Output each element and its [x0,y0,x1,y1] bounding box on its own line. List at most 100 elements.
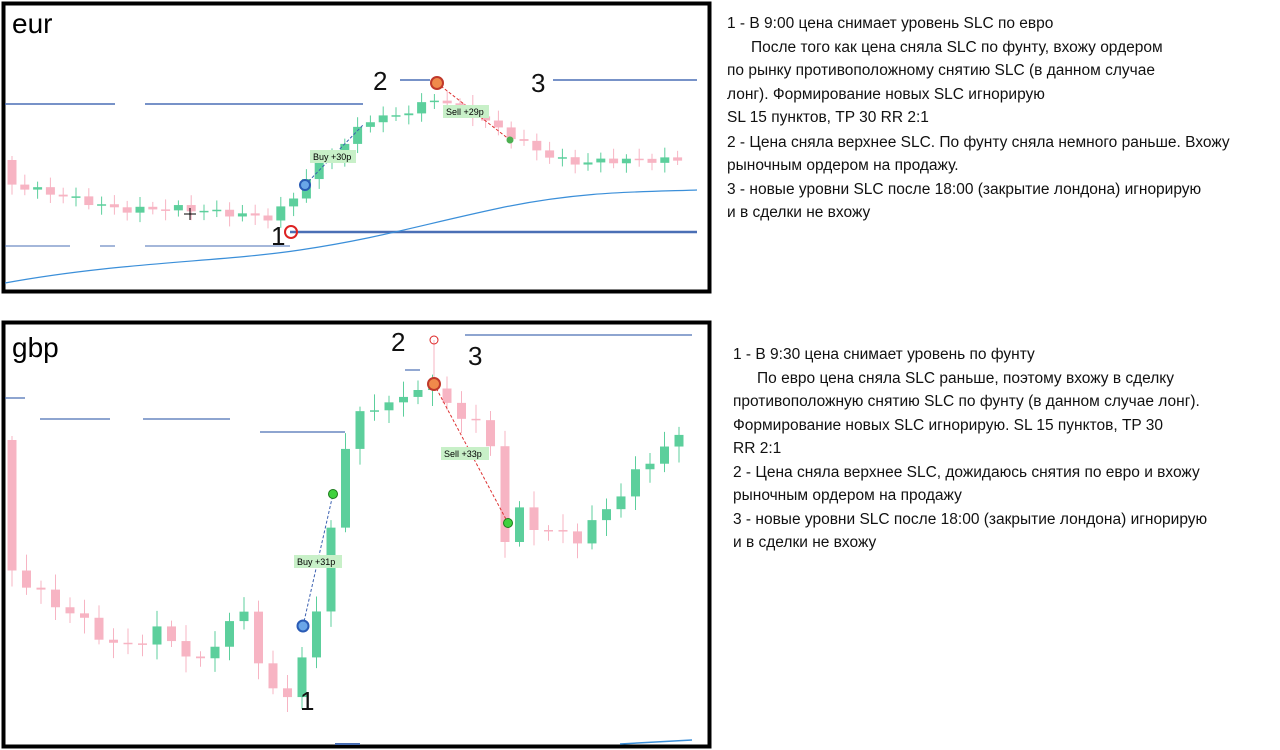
trade-box [441,447,489,460]
note-line: рыночным ордером на продажу. [727,157,959,174]
candle-body [365,122,375,127]
candle-body [391,115,401,117]
note-line: SL 15 пунктов, TP 30 RR 2:1 [727,109,929,126]
candle-body [109,204,119,208]
candle-body [22,570,31,588]
exit-marker [328,489,338,499]
candle-body [210,646,220,659]
note-line: и в сделки не вхожу [727,204,871,221]
panel-frame [1,320,712,749]
note-line: После того как цена сняла SLC по фунту, … [751,38,1163,56]
candle-body [631,469,640,497]
candle-body [384,402,394,411]
candle-body [268,663,278,689]
candle-body [84,196,94,206]
candle-body [481,116,491,121]
candle-body [36,587,46,590]
stop-marker [429,335,439,345]
note-line: противоположную снятию SLC по фунту (в д… [733,393,1200,410]
candle-body [417,102,427,114]
candle-body [237,213,247,217]
candle-body [263,215,273,221]
candle-body [250,213,260,216]
candle-body [378,115,388,123]
candle-body [370,410,379,412]
exit-marker [506,136,514,144]
candle-body [7,160,17,185]
candle-body [660,157,670,163]
candle-body [493,120,503,128]
stop-marker [284,225,298,239]
candle-body [225,621,234,647]
candle-body [557,157,567,159]
candle-body [45,187,55,195]
candle-body [399,396,408,403]
candle-body [161,209,171,211]
note-line: 3 - новые уровни SLC после 18:00 (закрыт… [733,510,1208,528]
exit-marker [503,518,513,528]
candle-body [442,100,452,104]
candle-body [602,509,611,521]
candle-body [634,158,644,161]
trade-box [443,105,489,118]
candle-body [457,402,466,419]
marker-label: 1 [271,221,285,251]
candle-body [341,448,350,528]
entry-marker [296,619,310,633]
candle-body [544,529,553,532]
note-line: 1 - В 9:30 цена снимает уровень по фунту [733,346,1035,363]
candle-body [515,507,524,542]
marker-label: 3 [531,68,545,98]
notes: 1 - В 9:00 цена снимает уровень SLC по е… [727,12,1230,225]
level-line [433,383,509,524]
candle-body [94,617,104,640]
note-line: 1 - В 9:00 цена снимает уровень SLC по е… [727,15,1054,32]
candle-body [545,150,555,158]
candle-body [33,187,43,190]
candle-body [519,139,529,141]
note-line: Формирование новых SLC игнорирую. SL 15 … [733,416,1164,434]
candle-body [442,388,452,403]
note-line: RR 2:1 [733,440,782,457]
level-line [619,739,693,745]
candle-body [109,639,118,643]
marker-label: 2 [391,327,405,357]
candle-body [573,531,582,544]
note-line: По евро цена сняла SLC раньше, поэтому в… [757,369,1175,387]
candle-body [355,411,365,449]
candle-body [51,589,60,608]
candle-body [65,607,75,614]
marker-label: 2 [373,66,387,96]
candle-body [532,140,542,151]
candle-body [239,611,249,622]
trade-box [294,555,342,568]
entry-marker [299,179,311,191]
candle-body [673,157,683,161]
candle-body [122,207,132,213]
note-line: 2 - Цена сняла верхнее SLC, дожидаюсь сн… [733,463,1200,481]
candle-body [225,209,235,217]
candle-body [570,157,580,165]
candle-body [152,626,162,645]
candle-body [500,446,510,542]
note-line: рыночным ордером на продажу [733,487,962,504]
candle-body [289,198,299,207]
candle-body [71,196,81,198]
entry-marker [427,377,441,391]
marker-label: 3 [468,341,482,371]
candle-body [196,656,205,659]
candle-body [647,158,657,163]
note-line: 3 - новые уровни SLC после 18:00 (закрыт… [727,180,1202,198]
candle-body [138,643,147,645]
candle-body [283,688,292,698]
candle-body [297,657,307,698]
note-line: лонг). Формирование новых SLC игнорирую [727,85,1045,103]
candle-body [404,113,414,116]
candle-body [455,103,465,105]
candle-body [7,440,17,571]
trade-label: Buy +30p [313,152,351,162]
panel-label: gbp [12,332,59,363]
trade-label: Sell +33p [444,449,482,459]
